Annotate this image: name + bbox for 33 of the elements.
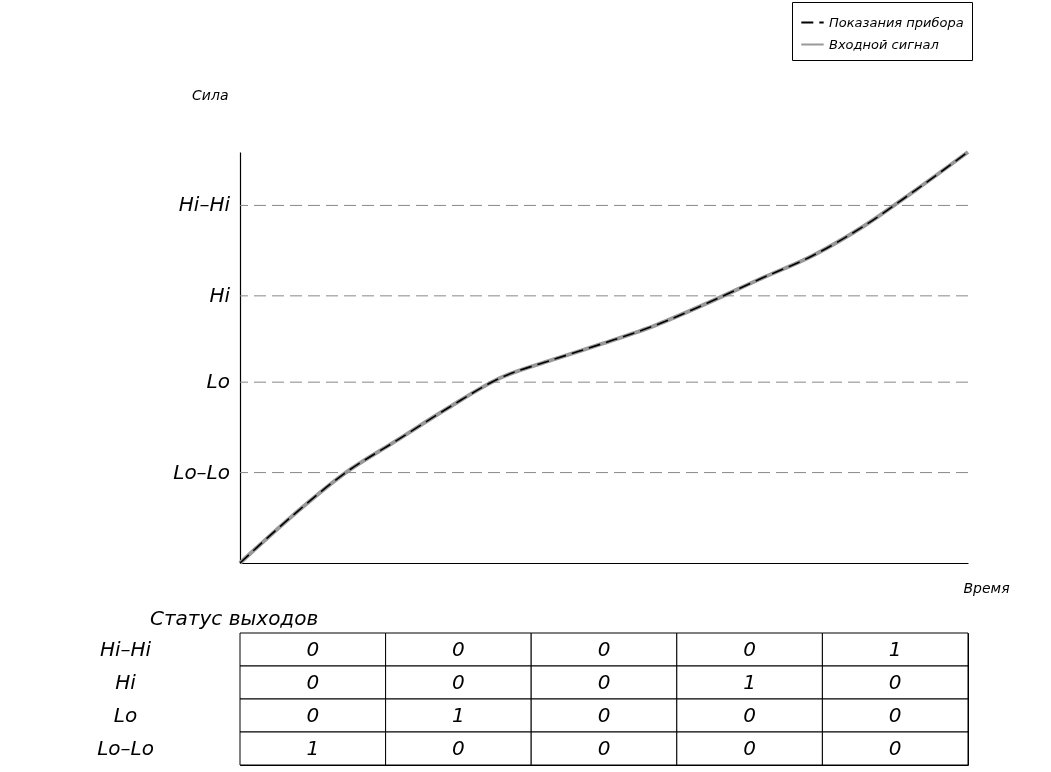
chart-title: Статус выходов — [150, 605, 319, 630]
data-label: 1 — [743, 669, 756, 694]
data-label: 0 — [597, 669, 611, 694]
y-tick-label: Lo — [113, 702, 138, 727]
y-tick-label: Hi–Hi — [99, 636, 152, 661]
data-label: 0 — [743, 702, 756, 727]
data-label: 0 — [888, 702, 902, 727]
data-label: 1 — [452, 702, 465, 727]
data-label: 0 — [597, 702, 611, 727]
data-label: 0 — [306, 669, 320, 694]
data-label: 0 — [888, 735, 902, 760]
legend-label: Входной сигнал — [829, 36, 939, 52]
y-tick-label: Lo–Lo — [97, 735, 154, 760]
data-label: 0 — [597, 636, 611, 661]
data-label: 0 — [452, 636, 465, 661]
ref-line-label: Hi–Hi — [178, 192, 231, 217]
x-axis-title: Время — [963, 579, 1010, 596]
y-axis-title: Сила — [192, 86, 229, 103]
data-label: 0 — [452, 735, 465, 760]
ref-line-label: Lo–Lo — [173, 459, 230, 484]
data-label: 0 — [888, 669, 902, 694]
data-label: 0 — [306, 702, 320, 727]
legend-label: Показания прибора — [829, 14, 964, 30]
data-label: 0 — [452, 669, 465, 694]
y-tick-label: Hi — [115, 669, 137, 694]
data-label: 1 — [306, 735, 320, 760]
data-label: 0 — [743, 735, 756, 760]
data-label: 0 — [306, 636, 320, 661]
data-label: 1 — [888, 636, 902, 661]
data-label: 0 — [743, 636, 756, 661]
ref-line-label: Lo — [206, 369, 230, 394]
ref-line-label: Hi — [209, 282, 231, 307]
data-label: 0 — [597, 735, 611, 760]
